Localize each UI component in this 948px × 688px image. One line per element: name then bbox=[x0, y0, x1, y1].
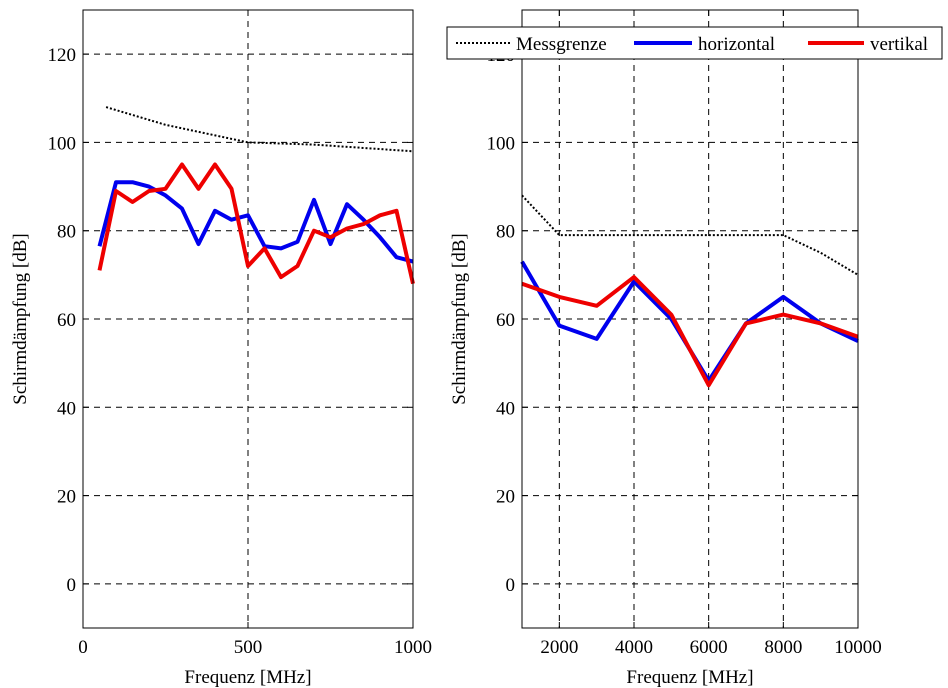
left-series bbox=[97, 106, 415, 285]
y-tick-label: 40 bbox=[57, 398, 76, 419]
y-tick-label: 20 bbox=[496, 487, 515, 508]
left-grid bbox=[83, 10, 413, 628]
legend: Messgrenze horizontal vertikal bbox=[446, 26, 943, 60]
y-tick-label: 120 bbox=[48, 45, 77, 66]
y-tick-label: 40 bbox=[496, 398, 515, 419]
right-x-axis-label: Frequenz [MHz] bbox=[626, 667, 753, 688]
x-tick-label: 4000 bbox=[615, 637, 653, 658]
y-tick-label: 80 bbox=[496, 222, 515, 243]
legend-label-horizontal: horizontal bbox=[698, 34, 775, 55]
left-panel: 0 20 40 60 80 100 120 0 500 1000 Frequenz [MHz] S… bbox=[10, 9, 432, 688]
x-tick-label: 8000 bbox=[764, 637, 802, 658]
right-y-axis-label: Schirmdämpfung [dB] bbox=[449, 233, 470, 405]
y-tick-label: 0 bbox=[506, 575, 516, 596]
y-tick-label: 80 bbox=[57, 222, 76, 243]
y-tick-label: 100 bbox=[48, 133, 77, 154]
x-tick-label: 1000 bbox=[394, 637, 432, 658]
legend-label-messgrenze: Messgrenze bbox=[516, 34, 607, 55]
series-line-messgrenze bbox=[521, 194, 859, 276]
y-tick-label: 60 bbox=[57, 310, 76, 331]
right-panel: 020406080100120200040006000800010000 Fre… bbox=[449, 9, 882, 688]
series-line-vertikal bbox=[521, 275, 859, 388]
x-tick-label: 500 bbox=[234, 637, 263, 658]
left-ticks: 0 20 40 60 80 100 120 0 500 1000 bbox=[48, 10, 432, 658]
y-tick-label: 100 bbox=[487, 133, 516, 154]
x-tick-label: 2000 bbox=[540, 637, 578, 658]
y-tick-label: 20 bbox=[57, 487, 76, 508]
right-ticks: 020406080100120200040006000800010000 bbox=[487, 10, 882, 658]
right-grid bbox=[522, 10, 858, 628]
x-tick-label: 0 bbox=[78, 637, 88, 658]
right-series bbox=[520, 194, 859, 388]
legend-label-vertikal: vertikal bbox=[870, 34, 928, 55]
series-line-messgrenze bbox=[105, 106, 414, 153]
y-tick-label: 0 bbox=[67, 575, 77, 596]
left-y-axis-label: Schirmdämpfung [dB] bbox=[10, 233, 31, 405]
series-line-vertikal bbox=[97, 162, 415, 285]
x-tick-label: 6000 bbox=[690, 637, 728, 658]
x-tick-label: 10000 bbox=[834, 637, 882, 658]
y-tick-label: 60 bbox=[496, 310, 515, 331]
series-line-horizontal bbox=[97, 180, 414, 264]
left-x-axis-label: Frequenz [MHz] bbox=[184, 667, 311, 688]
